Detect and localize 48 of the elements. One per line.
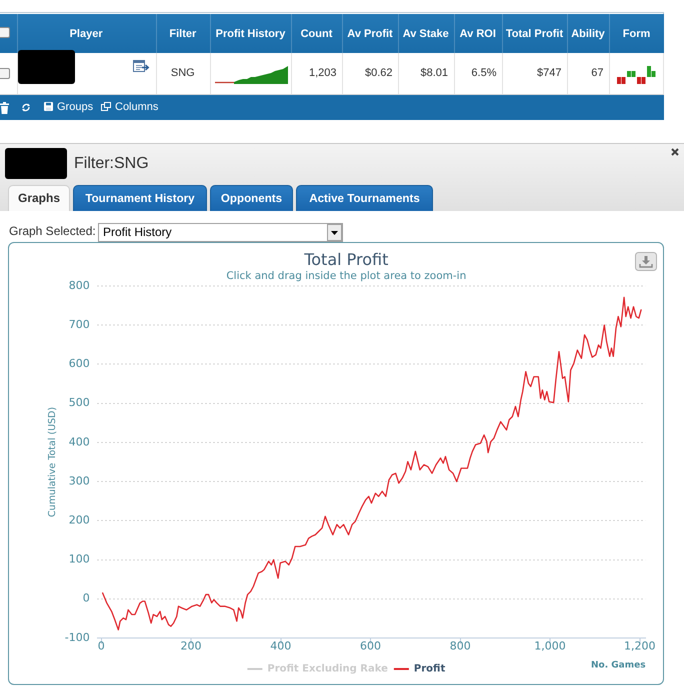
text: 1,203 [308,67,336,80]
x-tick-label: 1,000 [534,639,566,652]
y-axis-title: Cumulative Total (USD) [47,406,58,518]
y-tick-label: 700 [68,318,90,331]
x-tick-label: 800 [450,639,471,652]
x-tick-label: 200 [180,639,202,652]
text: Av Profit [347,28,393,40]
text: Form [622,28,650,40]
y-tick-label: 400 [68,435,90,448]
text: 6.5% [471,67,496,80]
y-tick-label: 300 [68,474,90,488]
x-tick-label: 600 [360,639,382,652]
x-tick-label: 1,200 [624,639,656,652]
y-tick-label: 600 [68,357,90,370]
y-tick-label: -100 [64,630,90,644]
text: Graph Selected: [9,224,96,239]
tab: Active Tournaments [296,185,433,211]
dropdown: Profit History [98,223,343,242]
x-axis-title: No. Games [591,660,646,671]
y-tick-label: 0 [82,592,90,605]
text: Ability [571,28,605,40]
y-tick-label: 500 [68,396,90,410]
text: SNG [170,67,195,80]
text: Av ROI [460,28,496,40]
text: $0.62 [364,67,392,80]
y-tick-label: 100 [68,552,90,566]
text: Player [70,28,103,40]
chart-subtitle: Click and drag inside the plot area to zoom-in [226,270,466,282]
text: Groups [57,101,94,114]
chart-title: Total Profit [303,250,388,269]
x-tick-label: 0 [98,639,105,652]
text: Columns [115,101,158,114]
legend-label: Profit [414,664,446,675]
y-tick-label: 800 [68,278,90,292]
tab: Graphs [8,185,70,211]
x-tick-label: 400 [270,639,292,652]
tab: Opponents [210,185,293,211]
text: Filter [169,28,196,40]
text: $747 [537,67,562,80]
text: Total Profit [506,28,564,40]
text: Av Stake [402,28,449,40]
text: Count [300,28,332,40]
text: $8.01 [420,67,448,80]
y-tick-label: 200 [68,514,90,527]
text: 67 [591,67,604,80]
text: Filter:SNG [74,155,149,174]
text: Profit History [216,28,286,40]
tab: Tournament History [73,185,207,211]
